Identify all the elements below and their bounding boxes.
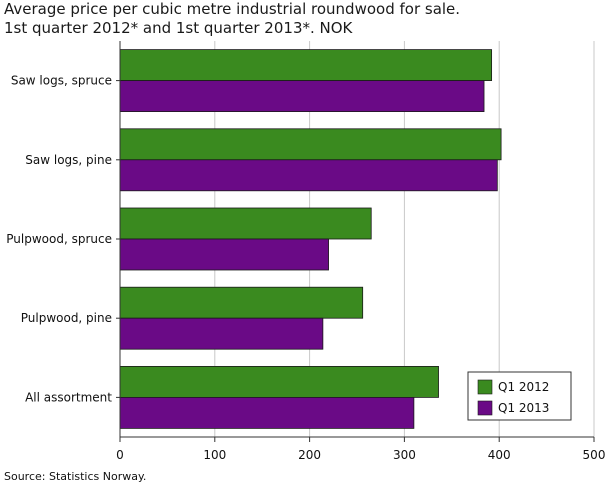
bar-q1-2012-4 [119,365,439,398]
x-tick-label-100: 100 [203,448,226,462]
chart-title-line2: 1st quarter 2012* and 1st quarter 2013*.… [4,19,353,37]
legend-label-0: Q1 2012 [498,380,549,394]
x-tick-label-300: 300 [393,448,416,462]
chart-title-line1: Average price per cubic metre industrial… [4,0,461,18]
bar-q1-2012-0 [119,49,493,81]
bar-q1-2013-1 [119,159,498,192]
legend-label-1: Q1 2013 [498,401,549,415]
legend-swatch-0 [477,379,493,395]
legend-swatch-1 [477,400,493,416]
category-label-4: All assortment [25,390,112,404]
chart-title: Average price per cubic metre industrial… [4,0,460,38]
bar-q1-2012-3 [119,286,364,319]
bar-q1-2012-2 [119,207,372,240]
bar-q1-2013-0 [119,80,485,112]
category-label-3: Pulpwood, pine [21,311,112,325]
category-label-2: Pulpwood, spruce [6,232,112,246]
bar-q1-2012-1 [119,128,502,161]
category-label-0: Saw logs, spruce [11,74,112,88]
x-tick-label-500: 500 [583,448,606,462]
bar-q1-2013-2 [119,238,329,271]
x-tick-label-200: 200 [298,448,321,462]
bar-q1-2013-3 [119,317,324,350]
category-label-1: Saw logs, pine [25,153,112,167]
source-note: Source: Statistics Norway. [4,470,147,483]
x-tick-label-0: 0 [116,448,124,462]
bar-q1-2013-4 [119,396,415,429]
x-tick-label-400: 400 [488,448,511,462]
